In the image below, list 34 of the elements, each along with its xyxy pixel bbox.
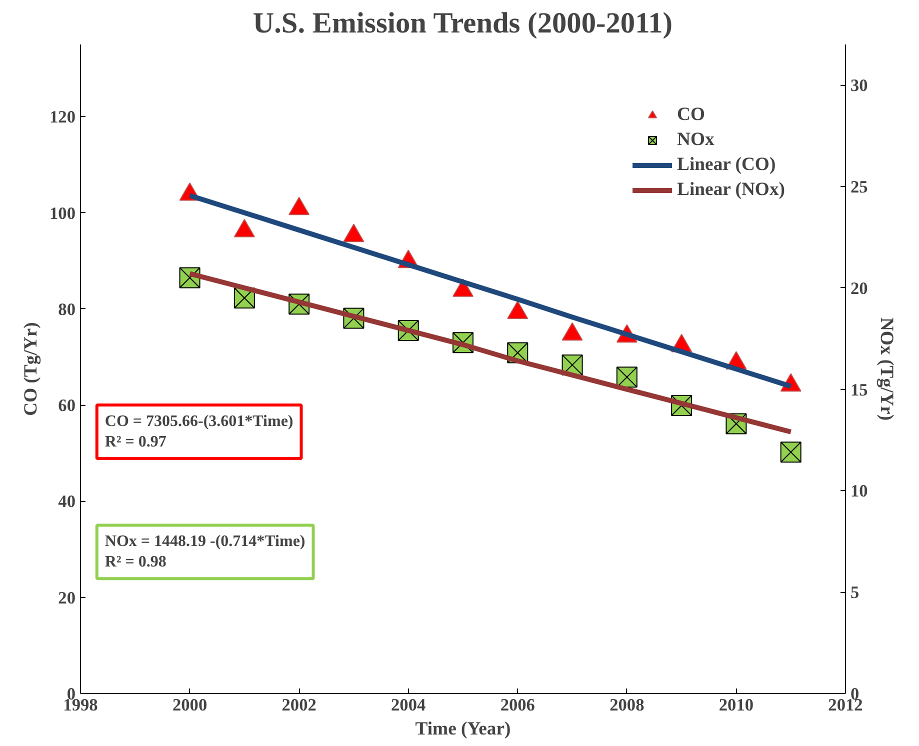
point bbox=[234, 218, 255, 238]
legend-label: Linear (CO) bbox=[677, 154, 776, 176]
y-tick-label: 120 bbox=[50, 108, 76, 127]
y2-tick-label: 10 bbox=[850, 482, 868, 501]
y2-tick-label: 20 bbox=[850, 278, 868, 298]
y2-tick-label: 5 bbox=[850, 583, 860, 602]
x-tick-label: 2000 bbox=[172, 696, 208, 714]
y-tick-label: 100 bbox=[50, 204, 76, 223]
x-tick-label: 2008 bbox=[610, 696, 645, 714]
point bbox=[288, 196, 310, 216]
legend-label: CO bbox=[677, 104, 706, 126]
point bbox=[507, 300, 528, 320]
y-axis-title: CO (Tg/Yr) bbox=[20, 322, 42, 416]
legend-label: NOx bbox=[677, 129, 714, 151]
x-tick-label: 2010 bbox=[718, 696, 754, 714]
x-axis-title: Time (Year) bbox=[415, 718, 511, 740]
y2-tick-label: 25 bbox=[850, 177, 868, 196]
y-tick-label: 20 bbox=[58, 588, 76, 608]
x-tick-label: 2002 bbox=[282, 696, 316, 714]
annotation: CO = 7305.66-(3.601*Time) R² = 0.97 bbox=[104, 413, 294, 450]
chart-title: U.S. Emission Trends (2000-2011) bbox=[252, 8, 673, 40]
y-tick-label: 80 bbox=[58, 300, 76, 319]
y2-tick-label: 15 bbox=[850, 380, 868, 400]
point bbox=[562, 322, 583, 341]
point bbox=[343, 224, 364, 242]
y2-axis-title: NOx (Tg/Yr) bbox=[876, 317, 897, 421]
y-tick-label: 40 bbox=[58, 492, 76, 512]
x-tick-label: 2004 bbox=[391, 696, 426, 714]
annotation: NOx = 1448.19 -(0.714*Time) R² = 0.98 bbox=[104, 533, 306, 571]
point bbox=[780, 442, 802, 463]
y-tick-label: 60 bbox=[58, 396, 76, 416]
y2-tick-label: 30 bbox=[850, 76, 868, 96]
x-tick-label: 2006 bbox=[500, 696, 536, 714]
legend-label: Linear (NOx) bbox=[677, 179, 785, 201]
